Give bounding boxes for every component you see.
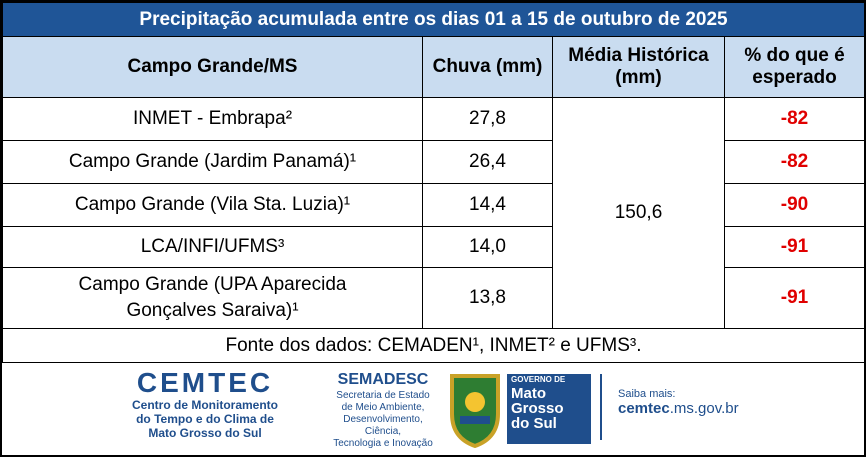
title: Precipitação acumulada entre os dias 01 … bbox=[2, 2, 864, 37]
cemtec-logo: CEMTEC Centro de Monitoramento do Tempo … bbox=[120, 367, 290, 441]
row: Campo Grande (UPA Aparecida Gonçalves Sa… bbox=[2, 267, 864, 329]
site-rest: .ms.gov.br bbox=[669, 400, 739, 417]
logos: CEMTEC Centro de Monitoramento do Tempo … bbox=[2, 362, 864, 455]
cemtec-name: CEMTEC bbox=[136, 367, 274, 398]
site: Saiba mais: cemtec.ms.gov.br bbox=[618, 388, 739, 417]
governo-line: Grosso bbox=[511, 400, 564, 417]
governo-line: do Sul bbox=[511, 415, 557, 432]
row: INMET - Embrapa² 27,8 150,6 -82 bbox=[2, 97, 864, 329]
cemtec-line: Centro de Monitoramento bbox=[132, 398, 278, 412]
semadesc-line: Secretaria de Estado bbox=[336, 390, 430, 401]
station: Campo Grande (Vila Sta. Luzia)¹ bbox=[2, 183, 423, 227]
rain: 14,0 bbox=[422, 226, 553, 268]
coat-of-arms bbox=[450, 374, 500, 448]
row: LCA/INFI/UFMS³ 14,0 -91 bbox=[2, 226, 864, 268]
cemtec-line: Mato Grosso do Sul bbox=[148, 426, 262, 440]
table: Precipitação acumulada entre os dias 01 … bbox=[2, 2, 864, 363]
station: Campo Grande (Jardim Panamá)¹ bbox=[2, 140, 423, 184]
divider bbox=[600, 374, 602, 440]
station: LCA/INFI/UFMS³ bbox=[2, 226, 423, 268]
source: Fonte dos dados: CEMADEN¹, INMET² e UFMS… bbox=[2, 328, 864, 363]
media-historica: 150,6 bbox=[552, 97, 725, 329]
col-header: Chuva (mm) bbox=[422, 36, 553, 98]
col-header: Média Histórica (mm) bbox=[552, 36, 725, 98]
row: Campo Grande (Jardim Panamá)¹ 26,4 -82 bbox=[2, 140, 864, 184]
percent: -91 bbox=[724, 226, 864, 268]
rain: 14,4 bbox=[422, 183, 553, 227]
governo-line: Mato bbox=[511, 385, 546, 402]
governo-line: GOVERNO DE bbox=[511, 375, 566, 384]
row: Campo Grande (Vila Sta. Luzia)¹ 14,4 -90 bbox=[2, 183, 864, 227]
station: INMET - Embrapa² bbox=[2, 97, 423, 141]
semadesc-line: de Meio Ambiente, bbox=[341, 402, 425, 413]
percent: -82 bbox=[724, 97, 864, 141]
percent: -82 bbox=[724, 140, 864, 184]
site-label: Saiba mais: bbox=[618, 388, 676, 400]
rain: 26,4 bbox=[422, 140, 553, 184]
semadesc-logo: SEMADESC Secretaria de Estado de Meio Am… bbox=[324, 370, 442, 450]
governo-logo: GOVERNO DE Mato Grosso do Sul bbox=[507, 374, 591, 444]
site-domain: cemtec bbox=[618, 400, 670, 417]
rain: 13,8 bbox=[422, 267, 553, 329]
percent: -91 bbox=[724, 267, 864, 329]
rain: 27,8 bbox=[422, 97, 553, 141]
semadesc-name: SEMADESC bbox=[337, 371, 429, 388]
semadesc-line: Tecnologia e Inovação bbox=[333, 438, 433, 449]
percent: -90 bbox=[724, 183, 864, 227]
station: Campo Grande (UPA Aparecida Gonçalves Sa… bbox=[2, 267, 423, 329]
cemtec-line: do Tempo e do Clima de bbox=[136, 412, 274, 426]
col-header: % do que é esperado bbox=[724, 36, 864, 98]
col-header: Campo Grande/MS bbox=[2, 36, 423, 98]
semadesc-line: Desenvolvimento, Ciência, bbox=[343, 414, 423, 437]
